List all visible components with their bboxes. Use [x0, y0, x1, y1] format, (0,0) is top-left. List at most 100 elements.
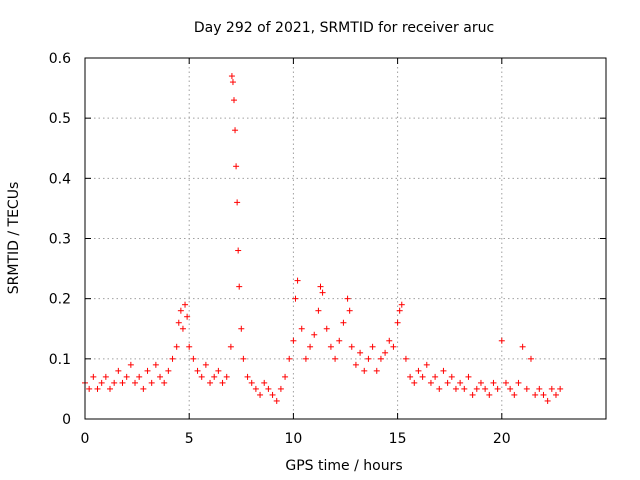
data-point	[94, 385, 101, 392]
plot-frame	[84, 57, 607, 420]
y-tick-label: 0.4	[49, 171, 71, 187]
data-point	[352, 361, 359, 368]
y-tick-labels: 0 0.1 0.2 0.3 0.4 0.5 0.6	[49, 51, 71, 428]
x-tick-label: 20	[493, 431, 511, 447]
y-tick-label: 0.2	[49, 292, 71, 308]
data-point	[211, 373, 218, 380]
x-axis-label: GPS time / hours	[285, 458, 402, 474]
data-point	[157, 373, 164, 380]
data-point	[423, 361, 430, 368]
data-point	[282, 373, 289, 380]
data-point	[98, 379, 105, 386]
data-point	[298, 325, 305, 332]
data-point	[302, 355, 309, 362]
data-point	[415, 367, 422, 374]
data-point	[323, 325, 330, 332]
y-tick-label: 0.3	[49, 232, 71, 248]
data-point	[111, 379, 118, 386]
data-point	[238, 325, 245, 332]
data-point	[119, 379, 126, 386]
data-point	[202, 361, 209, 368]
data-point	[184, 313, 191, 320]
data-point	[90, 373, 97, 380]
data-point	[369, 343, 376, 350]
data-point	[229, 79, 236, 86]
data-point	[502, 379, 509, 386]
data-point	[215, 367, 222, 374]
y-tick-label: 0.1	[49, 352, 71, 368]
data-point	[486, 391, 493, 398]
data-point	[261, 379, 268, 386]
data-point	[198, 373, 205, 380]
data-point	[107, 385, 114, 392]
data-point	[511, 391, 518, 398]
data-point	[227, 343, 234, 350]
data-point	[365, 355, 372, 362]
data-point	[273, 397, 280, 404]
data-point	[469, 391, 476, 398]
data-point	[494, 385, 501, 392]
data-point	[427, 379, 434, 386]
data-point	[532, 391, 539, 398]
data-point	[332, 355, 339, 362]
x-tick-label: 0	[81, 431, 90, 447]
data-point	[432, 373, 439, 380]
data-point	[540, 391, 547, 398]
axis-ticks	[84, 57, 606, 420]
data-point	[233, 163, 240, 170]
data-point	[286, 355, 293, 362]
data-point	[132, 379, 139, 386]
data-point	[248, 379, 255, 386]
data-point	[177, 307, 184, 314]
data-point	[340, 319, 347, 326]
data-point	[390, 343, 397, 350]
data-point	[319, 289, 326, 296]
data-point	[386, 337, 393, 344]
data-point	[519, 343, 526, 350]
data-point	[477, 379, 484, 386]
data-point	[452, 385, 459, 392]
data-point	[377, 355, 384, 362]
data-point	[235, 247, 242, 254]
data-point	[411, 379, 418, 386]
data-point	[152, 361, 159, 368]
data-point	[394, 319, 401, 326]
data-point	[346, 307, 353, 314]
data-points	[82, 73, 564, 404]
data-point	[498, 337, 505, 344]
data-point	[86, 385, 93, 392]
data-point	[548, 385, 555, 392]
data-point	[292, 295, 299, 302]
data-point	[140, 385, 147, 392]
data-point	[557, 385, 564, 392]
data-point	[252, 385, 259, 392]
data-point	[357, 349, 364, 356]
data-point	[361, 367, 368, 374]
data-point	[236, 283, 243, 290]
data-point	[461, 385, 468, 392]
data-point	[327, 343, 334, 350]
x-tick-labels: 0 5 10 15 20	[81, 431, 511, 447]
x-tick-label: 15	[389, 431, 407, 447]
y-tick-label: 0	[62, 412, 71, 428]
data-point	[448, 373, 455, 380]
data-point	[407, 373, 414, 380]
x-tick-label: 10	[284, 431, 302, 447]
data-point	[490, 379, 497, 386]
data-point	[436, 385, 443, 392]
data-point	[165, 367, 172, 374]
data-point	[179, 325, 186, 332]
data-point	[244, 373, 251, 380]
data-point	[373, 367, 380, 374]
data-point	[182, 301, 189, 308]
data-point	[232, 127, 239, 134]
y-tick-label: 0.5	[49, 111, 71, 127]
data-point	[315, 307, 322, 314]
data-point	[382, 349, 389, 356]
data-point	[348, 343, 355, 350]
data-point	[465, 373, 472, 380]
data-point	[169, 355, 176, 362]
data-point	[127, 361, 134, 368]
data-point	[317, 283, 324, 290]
